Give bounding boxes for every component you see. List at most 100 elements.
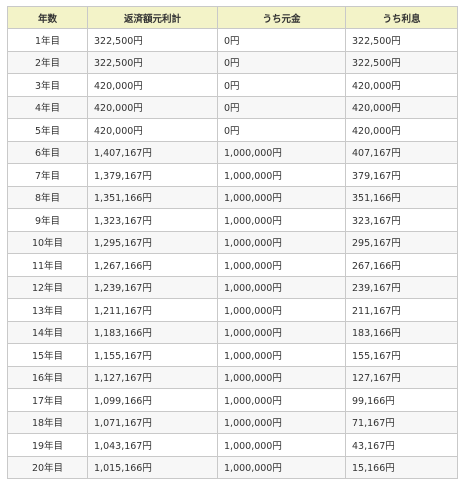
interest-cell: 420,000円 xyxy=(345,73,458,97)
year-cell: 9年目 xyxy=(7,208,88,232)
year-cell: 8年目 xyxy=(7,185,88,209)
principal-cell: 1,000,000円 xyxy=(217,388,346,412)
table-body: 1年目 322,500円 0円 322,500円 2年目 322,500円 0円 322,50… xyxy=(7,28,458,479)
table-header-row: 年数 返済額元利計 うち元金 うち利息 xyxy=(7,6,458,29)
principal-cell: 0円 xyxy=(217,118,346,142)
table-row: 20年目 1,015,166円 1,000,000円 15,166円 xyxy=(7,455,458,479)
principal-cell: 1,000,000円 xyxy=(217,275,346,299)
principal-cell: 0円 xyxy=(217,28,346,52)
year-cell: 14年目 xyxy=(7,320,88,344)
interest-cell: 323,167円 xyxy=(345,208,458,232)
principal-cell: 1,000,000円 xyxy=(217,253,346,277)
year-cell: 19年目 xyxy=(7,433,88,457)
total-repayment-cell: 1,071,167円 xyxy=(87,410,218,434)
principal-cell: 1,000,000円 xyxy=(217,185,346,209)
interest-cell: 351,166円 xyxy=(345,185,458,209)
table-row: 7年目 1,379,167円 1,000,000円 379,167円 xyxy=(7,163,458,187)
year-cell: 7年目 xyxy=(7,163,88,187)
total-repayment-cell: 1,267,166円 xyxy=(87,253,218,277)
year-cell: 10年目 xyxy=(7,230,88,254)
total-repayment-cell: 322,500円 xyxy=(87,28,218,52)
total-repayment-cell: 420,000円 xyxy=(87,95,218,119)
interest-cell: 295,167円 xyxy=(345,230,458,254)
total-repayment-cell: 1,211,167円 xyxy=(87,298,218,322)
principal-cell: 0円 xyxy=(217,50,346,74)
principal-cell: 1,000,000円 xyxy=(217,365,346,389)
table-row: 14年目 1,183,166円 1,000,000円 183,166円 xyxy=(7,320,458,344)
principal-cell: 1,000,000円 xyxy=(217,230,346,254)
total-repayment-cell: 1,183,166円 xyxy=(87,320,218,344)
total-repayment-cell: 1,015,166円 xyxy=(87,455,218,479)
table-row: 16年目 1,127,167円 1,000,000円 127,167円 xyxy=(7,365,458,389)
total-repayment-cell: 420,000円 xyxy=(87,118,218,142)
header-year: 年数 xyxy=(7,6,88,29)
total-repayment-cell: 420,000円 xyxy=(87,73,218,97)
principal-cell: 0円 xyxy=(217,95,346,119)
principal-cell: 1,000,000円 xyxy=(217,208,346,232)
year-cell: 13年目 xyxy=(7,298,88,322)
header-principal: うち元金 xyxy=(217,6,346,29)
interest-cell: 420,000円 xyxy=(345,118,458,142)
year-cell: 17年目 xyxy=(7,388,88,412)
year-cell: 11年目 xyxy=(7,253,88,277)
table-row: 8年目 1,351,166円 1,000,000円 351,166円 xyxy=(7,185,458,209)
principal-cell: 1,000,000円 xyxy=(217,140,346,164)
year-cell: 1年目 xyxy=(7,28,88,52)
header-interest: うち利息 xyxy=(345,6,458,29)
table-row: 19年目 1,043,167円 1,000,000円 43,167円 xyxy=(7,433,458,457)
table-row: 5年目 420,000円 0円 420,000円 xyxy=(7,118,458,142)
total-repayment-cell: 1,351,166円 xyxy=(87,185,218,209)
interest-cell: 322,500円 xyxy=(345,28,458,52)
principal-cell: 1,000,000円 xyxy=(217,343,346,367)
table-row: 1年目 322,500円 0円 322,500円 xyxy=(7,28,458,52)
year-cell: 16年目 xyxy=(7,365,88,389)
table-row: 13年目 1,211,167円 1,000,000円 211,167円 xyxy=(7,298,458,322)
interest-cell: 15,166円 xyxy=(345,455,458,479)
table-row: 18年目 1,071,167円 1,000,000円 71,167円 xyxy=(7,410,458,434)
principal-cell: 0円 xyxy=(217,73,346,97)
interest-cell: 71,167円 xyxy=(345,410,458,434)
interest-cell: 43,167円 xyxy=(345,433,458,457)
year-cell: 6年目 xyxy=(7,140,88,164)
total-repayment-cell: 1,239,167円 xyxy=(87,275,218,299)
repayment-schedule-table: 年数 返済額元利計 うち元金 うち利息 1年目 322,500円 0円 322,500… xyxy=(7,6,458,479)
year-cell: 18年目 xyxy=(7,410,88,434)
total-repayment-cell: 322,500円 xyxy=(87,50,218,74)
interest-cell: 407,167円 xyxy=(345,140,458,164)
interest-cell: 155,167円 xyxy=(345,343,458,367)
year-cell: 12年目 xyxy=(7,275,88,299)
interest-cell: 379,167円 xyxy=(345,163,458,187)
repayment-table-container: 年数 返済額元利計 うち元金 うち利息 1年目 322,500円 0円 322,500… xyxy=(7,6,458,479)
principal-cell: 1,000,000円 xyxy=(217,455,346,479)
table-row: 10年目 1,295,167円 1,000,000円 295,167円 xyxy=(7,230,458,254)
table-row: 3年目 420,000円 0円 420,000円 xyxy=(7,73,458,97)
interest-cell: 99,166円 xyxy=(345,388,458,412)
principal-cell: 1,000,000円 xyxy=(217,163,346,187)
principal-cell: 1,000,000円 xyxy=(217,298,346,322)
interest-cell: 322,500円 xyxy=(345,50,458,74)
total-repayment-cell: 1,043,167円 xyxy=(87,433,218,457)
table-row: 4年目 420,000円 0円 420,000円 xyxy=(7,95,458,119)
total-repayment-cell: 1,127,167円 xyxy=(87,365,218,389)
interest-cell: 420,000円 xyxy=(345,95,458,119)
total-repayment-cell: 1,407,167円 xyxy=(87,140,218,164)
year-cell: 4年目 xyxy=(7,95,88,119)
table-row: 9年目 1,323,167円 1,000,000円 323,167円 xyxy=(7,208,458,232)
principal-cell: 1,000,000円 xyxy=(217,433,346,457)
total-repayment-cell: 1,295,167円 xyxy=(87,230,218,254)
interest-cell: 127,167円 xyxy=(345,365,458,389)
year-cell: 15年目 xyxy=(7,343,88,367)
total-repayment-cell: 1,323,167円 xyxy=(87,208,218,232)
interest-cell: 183,166円 xyxy=(345,320,458,344)
year-cell: 20年目 xyxy=(7,455,88,479)
total-repayment-cell: 1,379,167円 xyxy=(87,163,218,187)
principal-cell: 1,000,000円 xyxy=(217,410,346,434)
total-repayment-cell: 1,155,167円 xyxy=(87,343,218,367)
year-cell: 3年目 xyxy=(7,73,88,97)
total-repayment-cell: 1,099,166円 xyxy=(87,388,218,412)
table-row: 17年目 1,099,166円 1,000,000円 99,166円 xyxy=(7,388,458,412)
table-row: 12年目 1,239,167円 1,000,000円 239,167円 xyxy=(7,275,458,299)
year-cell: 5年目 xyxy=(7,118,88,142)
table-row: 2年目 322,500円 0円 322,500円 xyxy=(7,50,458,74)
table-row: 6年目 1,407,167円 1,000,000円 407,167円 xyxy=(7,140,458,164)
